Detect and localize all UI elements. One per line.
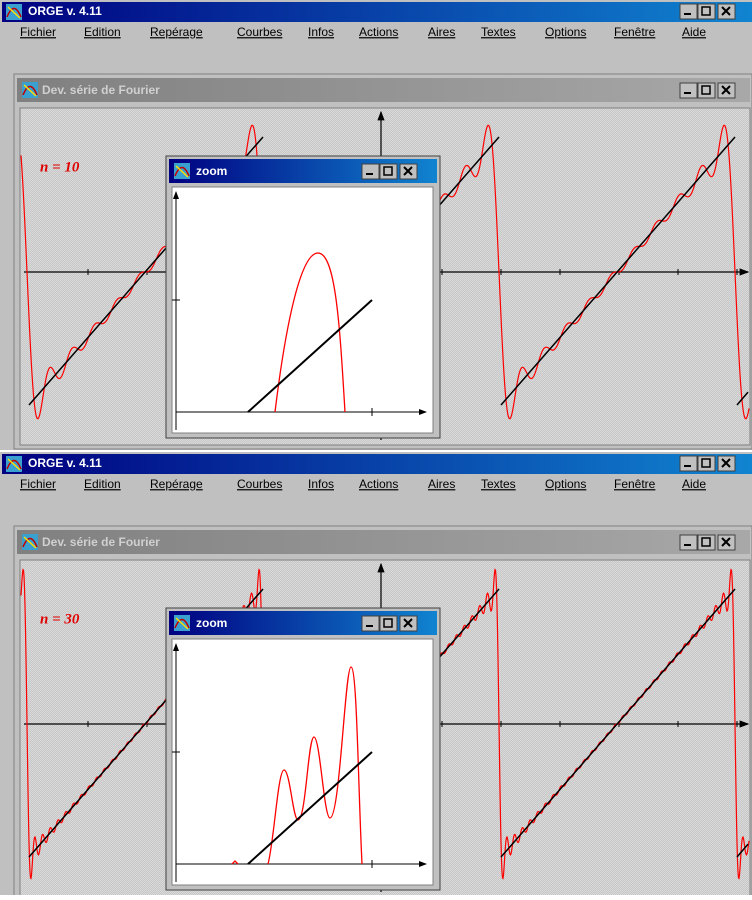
menu-item[interactable]: Repérage bbox=[150, 477, 203, 491]
menu-item[interactable]: Aires bbox=[428, 477, 455, 491]
window-min-button[interactable] bbox=[680, 456, 697, 471]
n-label: n = 10 bbox=[40, 159, 80, 175]
menu-item[interactable]: Edition bbox=[84, 25, 121, 39]
menu-item[interactable]: Fichier bbox=[20, 25, 56, 39]
menu-item[interactable]: Courbes bbox=[237, 477, 282, 491]
window-title: ORGE v. 4.11 bbox=[28, 4, 102, 18]
menu-item[interactable]: Aires bbox=[428, 25, 455, 39]
menu-item[interactable]: Actions bbox=[359, 25, 398, 39]
screen: ORGE v. 4.11 Fichier Edition Repérage Courbe… bbox=[0, 0, 752, 895]
window-min-button[interactable] bbox=[680, 83, 697, 98]
window-min-button[interactable] bbox=[680, 535, 697, 550]
document-title: Dev. série de Fourier bbox=[42, 535, 160, 549]
title-bar bbox=[2, 454, 752, 474]
page: ORGE v. 4.11 Fichier Edition Repérage Courbe… bbox=[0, 0, 752, 895]
zoom-plot bbox=[172, 187, 433, 433]
menu-item[interactable]: Infos bbox=[308, 25, 334, 39]
menu-item[interactable]: Fenêtre bbox=[614, 25, 656, 39]
window-min-button[interactable] bbox=[680, 4, 697, 19]
window-title: ORGE v. 4.11 bbox=[28, 456, 102, 470]
title-bar bbox=[2, 2, 752, 22]
menu-item[interactable]: Aide bbox=[682, 477, 706, 491]
app-window: ORGE v. 4.11 Fichier Edition Repérage Courbe… bbox=[0, 0, 752, 450]
menu-item[interactable]: Edition bbox=[84, 477, 121, 491]
menu-item[interactable]: Fenêtre bbox=[614, 477, 656, 491]
menu-item[interactable]: Fichier bbox=[20, 477, 56, 491]
zoom-plot bbox=[172, 639, 433, 885]
document-title: Dev. série de Fourier bbox=[42, 83, 160, 97]
menu-item[interactable]: Aide bbox=[682, 25, 706, 39]
menu-item[interactable]: Repérage bbox=[150, 25, 203, 39]
n-label: n = 30 bbox=[40, 611, 80, 627]
menu-item[interactable]: Options bbox=[545, 477, 586, 491]
window-min-button[interactable] bbox=[362, 616, 379, 631]
menu-item[interactable]: Textes bbox=[481, 25, 516, 39]
menu-item[interactable]: Textes bbox=[481, 477, 516, 491]
menu-item[interactable]: Actions bbox=[359, 477, 398, 491]
zoom-title: zoom bbox=[196, 616, 227, 630]
zoom-title: zoom bbox=[196, 164, 227, 178]
menu-item[interactable]: Options bbox=[545, 25, 586, 39]
menu-item[interactable]: Courbes bbox=[237, 25, 282, 39]
window-min-button[interactable] bbox=[362, 164, 379, 179]
app-window: ORGE v. 4.11 Fichier Edition Repérage Courbe… bbox=[0, 452, 752, 895]
menu-item[interactable]: Infos bbox=[308, 477, 334, 491]
